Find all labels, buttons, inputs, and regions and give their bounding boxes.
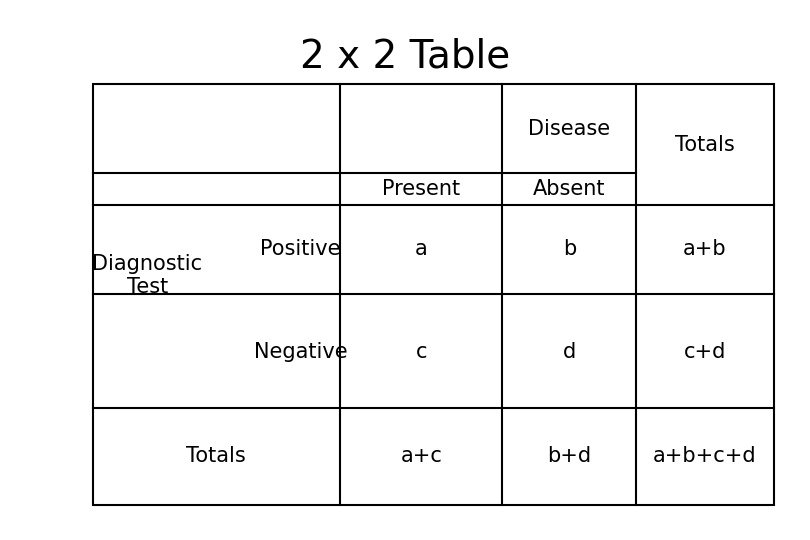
- Bar: [93, 84, 774, 505]
- Text: Negative: Negative: [254, 342, 347, 362]
- Text: Absent: Absent: [533, 179, 606, 199]
- Text: a+c: a+c: [400, 446, 442, 467]
- Text: Diagnostic
Test: Diagnostic Test: [92, 254, 202, 297]
- Text: d: d: [563, 342, 576, 362]
- Text: 2 x 2 Table: 2 x 2 Table: [300, 38, 510, 76]
- Text: a+b+c+d: a+b+c+d: [653, 446, 757, 467]
- Text: Disease: Disease: [528, 118, 611, 139]
- Text: Totals: Totals: [186, 446, 246, 467]
- Text: a+b: a+b: [683, 239, 727, 260]
- Text: Totals: Totals: [675, 134, 735, 155]
- Text: c+d: c+d: [684, 342, 726, 362]
- Text: c: c: [416, 342, 427, 362]
- Text: Positive: Positive: [260, 239, 341, 260]
- Text: Present: Present: [382, 179, 460, 199]
- Text: b+d: b+d: [548, 446, 591, 467]
- Text: a: a: [415, 239, 428, 260]
- Text: b: b: [563, 239, 576, 260]
